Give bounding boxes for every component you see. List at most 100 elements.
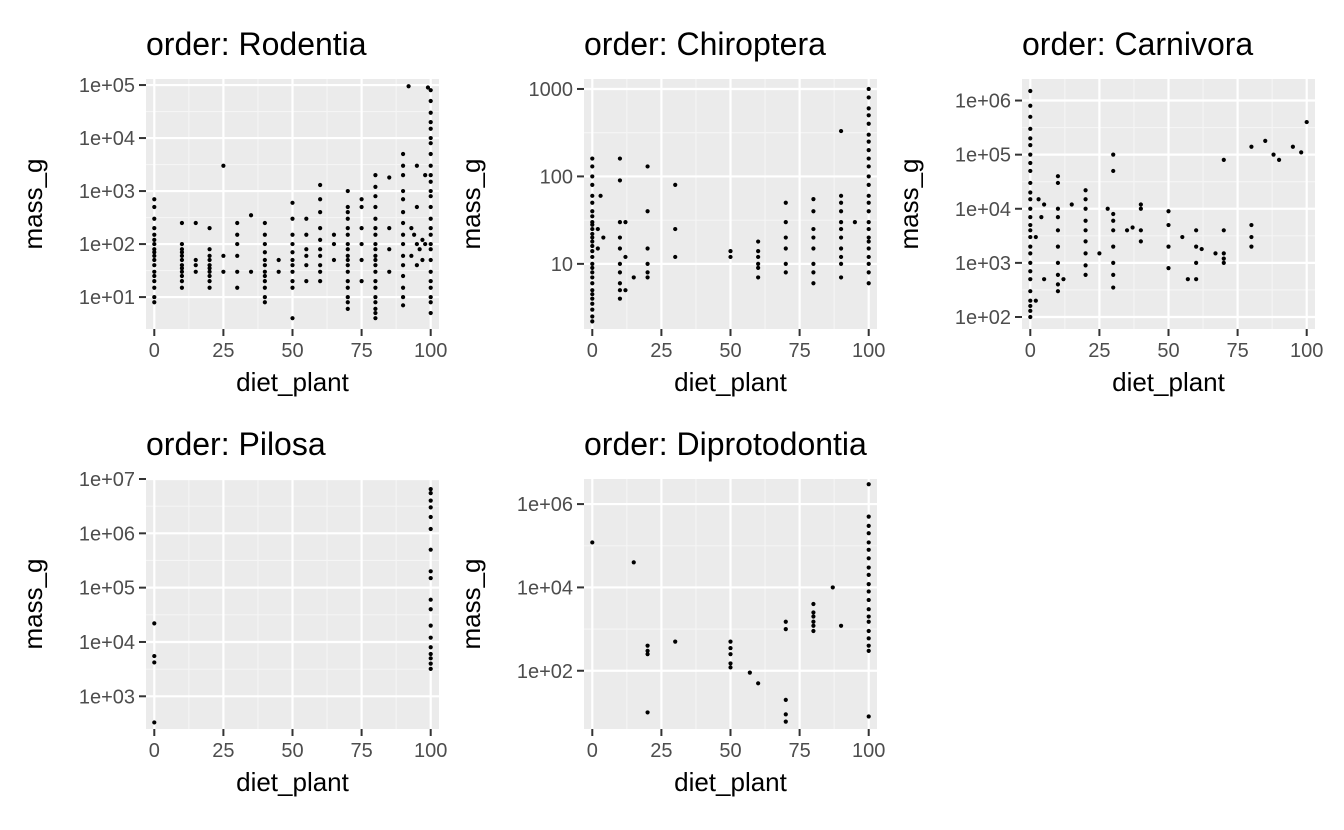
data-point — [207, 226, 212, 231]
y-axis-title: mass_g — [18, 158, 48, 249]
data-point — [617, 261, 623, 266]
data-point — [811, 628, 816, 634]
data-point — [811, 270, 816, 275]
data-point — [1083, 218, 1088, 223]
data-point — [207, 257, 212, 263]
data-point — [866, 113, 871, 118]
data-point — [590, 248, 595, 254]
x-axis-title: diet_plant — [674, 767, 788, 797]
data-point — [866, 121, 871, 126]
data-point — [866, 209, 871, 214]
data-point — [1138, 239, 1143, 244]
data-point — [1042, 277, 1047, 282]
data-point — [428, 597, 433, 602]
data-point — [623, 288, 628, 293]
data-point — [1180, 234, 1185, 240]
data-point — [345, 294, 350, 300]
data-point — [838, 246, 844, 251]
data-point — [1028, 160, 1033, 166]
data-point — [400, 263, 406, 268]
data-point — [1111, 152, 1116, 157]
y-tick-label: 1e+04 — [79, 128, 135, 150]
panel-2: 0 25 50 75 100 1e+02 1e+03 1e+04 1e+05 1e+06 order… — [894, 26, 1323, 397]
y-tick-label: 1e+06 — [517, 494, 573, 516]
data-point — [1028, 215, 1033, 220]
data-point — [304, 253, 309, 258]
data-point — [590, 156, 595, 161]
data-point — [318, 237, 323, 242]
data-point — [645, 648, 650, 653]
data-point — [866, 106, 871, 111]
data-point — [590, 193, 595, 198]
data-point — [409, 253, 414, 258]
data-point — [1111, 218, 1116, 223]
data-point — [262, 232, 267, 237]
data-point — [1055, 272, 1061, 277]
data-point — [345, 188, 350, 194]
data-point — [345, 232, 350, 237]
data-point — [1111, 260, 1116, 265]
data-point — [811, 610, 816, 615]
y-tick-label: 1e+03 — [955, 253, 1011, 275]
data-point — [1111, 272, 1116, 277]
data-point — [420, 237, 425, 242]
data-point — [152, 216, 157, 221]
data-point — [617, 235, 623, 240]
data-point — [1028, 244, 1033, 249]
data-point — [400, 303, 406, 308]
data-point — [756, 681, 761, 686]
y-tick-label: 1e+05 — [955, 145, 1011, 167]
data-point — [400, 273, 406, 279]
x-tick-label: 0 — [149, 340, 160, 362]
y-tick-label: 1e+03 — [79, 181, 135, 203]
data-point — [756, 254, 761, 260]
data-point — [645, 270, 650, 275]
y-tick-label: 10 — [551, 254, 573, 276]
data-point — [728, 248, 733, 254]
y-axis-title: mass_g — [456, 158, 486, 249]
data-point — [290, 250, 295, 255]
data-point — [1028, 197, 1033, 202]
data-point — [1213, 251, 1218, 256]
data-point — [345, 210, 350, 215]
data-point — [590, 182, 595, 187]
data-point — [276, 257, 281, 263]
data-point — [866, 174, 871, 179]
x-tick-label: 100 — [1290, 340, 1323, 362]
data-point — [152, 263, 157, 268]
data-point — [1028, 168, 1033, 174]
data-point — [400, 188, 406, 194]
data-point — [866, 547, 871, 552]
data-point — [207, 266, 212, 271]
data-point — [1028, 88, 1033, 94]
data-point — [400, 294, 406, 300]
data-point — [235, 269, 240, 274]
data-point — [617, 156, 623, 161]
data-point — [673, 639, 678, 644]
data-point — [373, 294, 378, 300]
data-point — [428, 204, 433, 210]
data-point — [830, 585, 835, 590]
data-point — [387, 175, 392, 180]
data-point — [1097, 251, 1102, 256]
data-point — [414, 163, 419, 168]
data-point — [406, 84, 411, 89]
data-point — [179, 253, 185, 258]
data-point — [811, 226, 816, 232]
data-point — [373, 306, 378, 311]
data-point — [1055, 282, 1061, 287]
data-point — [345, 263, 350, 268]
x-tick-label: 50 — [281, 340, 303, 362]
data-point — [179, 269, 185, 274]
data-point — [866, 589, 871, 594]
data-point — [1028, 136, 1033, 141]
data-point — [1138, 206, 1143, 211]
data-point — [590, 174, 595, 179]
data-point — [414, 241, 419, 247]
data-point — [428, 257, 433, 263]
data-point — [262, 279, 267, 284]
data-point — [400, 163, 406, 168]
data-point — [1033, 234, 1038, 240]
data-point — [400, 285, 406, 290]
